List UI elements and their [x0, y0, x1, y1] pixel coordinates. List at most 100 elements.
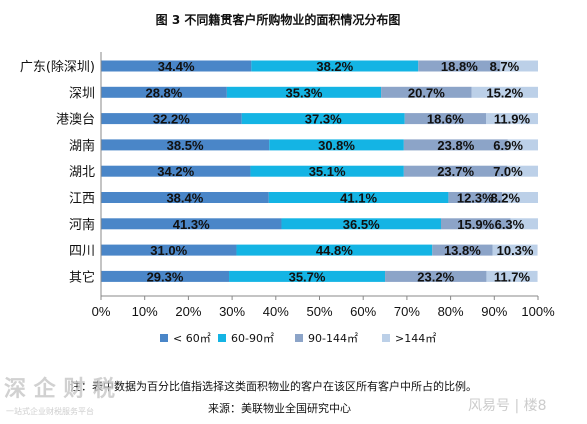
data-label: 10.3%	[497, 243, 534, 258]
bar-segment	[510, 218, 538, 230]
bar-segment	[101, 113, 242, 125]
data-label: 34.4%	[158, 59, 195, 74]
data-label: 23.7%	[437, 164, 474, 179]
data-label: 35.7%	[289, 269, 326, 284]
data-label: 32.2%	[153, 112, 190, 127]
bar-segment	[236, 244, 433, 256]
data-label: 8.7%	[490, 59, 520, 74]
data-label: 6.9%	[493, 138, 523, 153]
category-label: 湖南	[69, 138, 95, 154]
category-label: 河南	[69, 217, 95, 233]
data-label: 37.3%	[305, 112, 342, 127]
bar-segment	[385, 270, 487, 282]
data-label: 11.9%	[494, 112, 531, 127]
bar-segment	[101, 244, 237, 256]
bar-segment	[381, 86, 472, 98]
legend: < 60㎡ 60-90㎡ 90-144㎡ >144㎡	[160, 332, 436, 345]
category-label: 港澳台	[56, 112, 95, 128]
bar-segment	[101, 86, 227, 98]
data-label: 29.3%	[147, 269, 184, 284]
data-label: 15.9%	[457, 217, 494, 232]
watermark-right: 风易号 | 楼8	[468, 398, 547, 414]
data-label: 38.2%	[316, 59, 353, 74]
bar-segment	[268, 192, 449, 203]
category-label: 其它	[69, 269, 95, 285]
legend-label: < 60㎡	[173, 332, 211, 345]
data-label: 38.5%	[167, 138, 204, 153]
category-label: 深圳	[69, 86, 95, 101]
bar-segment	[101, 165, 251, 177]
chart-title: 图 3 不同籍贯客户所购物业的面积情况分布图	[156, 12, 401, 27]
data-label: 44.8%	[316, 243, 353, 258]
legend-swatch	[218, 334, 226, 342]
data-label: 6.3%	[495, 217, 525, 232]
legend-label: 90-144㎡	[308, 332, 358, 345]
bar-segment	[101, 270, 230, 282]
bar-segment	[492, 244, 538, 256]
data-label: 18.8%	[441, 59, 478, 74]
bar-segment	[448, 192, 503, 203]
bar-segment	[403, 165, 508, 177]
data-label: 7.0%	[493, 164, 523, 179]
legend-label: 60-90㎡	[231, 332, 274, 345]
data-label: 20.7%	[408, 85, 445, 100]
x-tick-label: 40%	[263, 304, 289, 319]
data-label: 38.4%	[166, 191, 203, 206]
legend-swatch	[382, 334, 390, 342]
bar-segment	[101, 218, 282, 230]
data-label: 35.1%	[309, 164, 346, 179]
x-tick-label: 10%	[132, 304, 158, 319]
bar-segment	[432, 244, 493, 256]
watermark-left-sub: 一站式企业财税服务平台	[6, 406, 94, 416]
bar-segment	[471, 86, 538, 98]
x-tick-label: 50%	[306, 304, 332, 319]
x-tick-label: 80%	[438, 304, 464, 319]
data-label: 18.6%	[427, 112, 464, 127]
category-label: 四川	[69, 244, 95, 259]
data-label: 34.2%	[157, 164, 194, 179]
bar-segment	[269, 139, 404, 151]
x-tick-label: 30%	[219, 304, 245, 319]
x-tick-label: 0%	[92, 304, 111, 319]
bar-segment	[250, 165, 404, 177]
data-label: 23.2%	[417, 269, 454, 284]
data-label: 28.8%	[145, 85, 182, 100]
bar-segment	[403, 139, 508, 151]
x-tick-label: 20%	[175, 304, 201, 319]
category-label: 湖北	[69, 165, 95, 180]
data-label: 30.8%	[318, 138, 355, 153]
x-tick-label: 90%	[481, 304, 507, 319]
data-label: 41.3%	[173, 217, 210, 232]
x-tick-label: 100%	[521, 304, 555, 319]
bar-segment	[229, 270, 386, 282]
bar-segment	[101, 60, 252, 72]
bar-segment	[281, 218, 441, 230]
category-label: 广东(除深圳)	[20, 60, 95, 75]
x-tick-label: 60%	[350, 304, 376, 319]
data-label: 36.5%	[343, 217, 380, 232]
data-label: 8.2%	[490, 191, 520, 206]
data-label: 23.8%	[437, 138, 474, 153]
bar-segment	[485, 113, 538, 125]
bar-segment	[507, 165, 538, 177]
bar-segment	[500, 60, 538, 72]
source-note: 来源：美联物业全国研究中心	[208, 401, 351, 415]
x-tick-label: 70%	[394, 304, 420, 319]
watermark-left: 深 企 财 税	[4, 376, 115, 402]
data-label: 12.3%	[457, 191, 494, 206]
bar-segment	[404, 113, 486, 125]
data-label: 15.2%	[486, 85, 523, 100]
bar-segment	[101, 192, 269, 203]
legend-swatch	[295, 334, 303, 342]
data-label: 41.1%	[340, 191, 377, 206]
x-axis: 0% 10% 20% 30% 40% 50% 60% 70% 80% 90% 100%	[92, 52, 555, 319]
data-label: 11.7%	[494, 269, 531, 284]
footnote: 注：表中数据为百分比值指选择这类面积物业的客户在该区所有客户中所占的比例。	[70, 379, 477, 393]
legend-swatch	[160, 334, 168, 342]
bars-group: 34.4% 38.2% 18.8% 8.7% 28.8% 35.3% 20.7% 15.2% 3…	[101, 59, 538, 284]
bar-segment	[241, 113, 405, 125]
bar-segment	[101, 139, 270, 151]
bar-segment	[226, 86, 382, 98]
